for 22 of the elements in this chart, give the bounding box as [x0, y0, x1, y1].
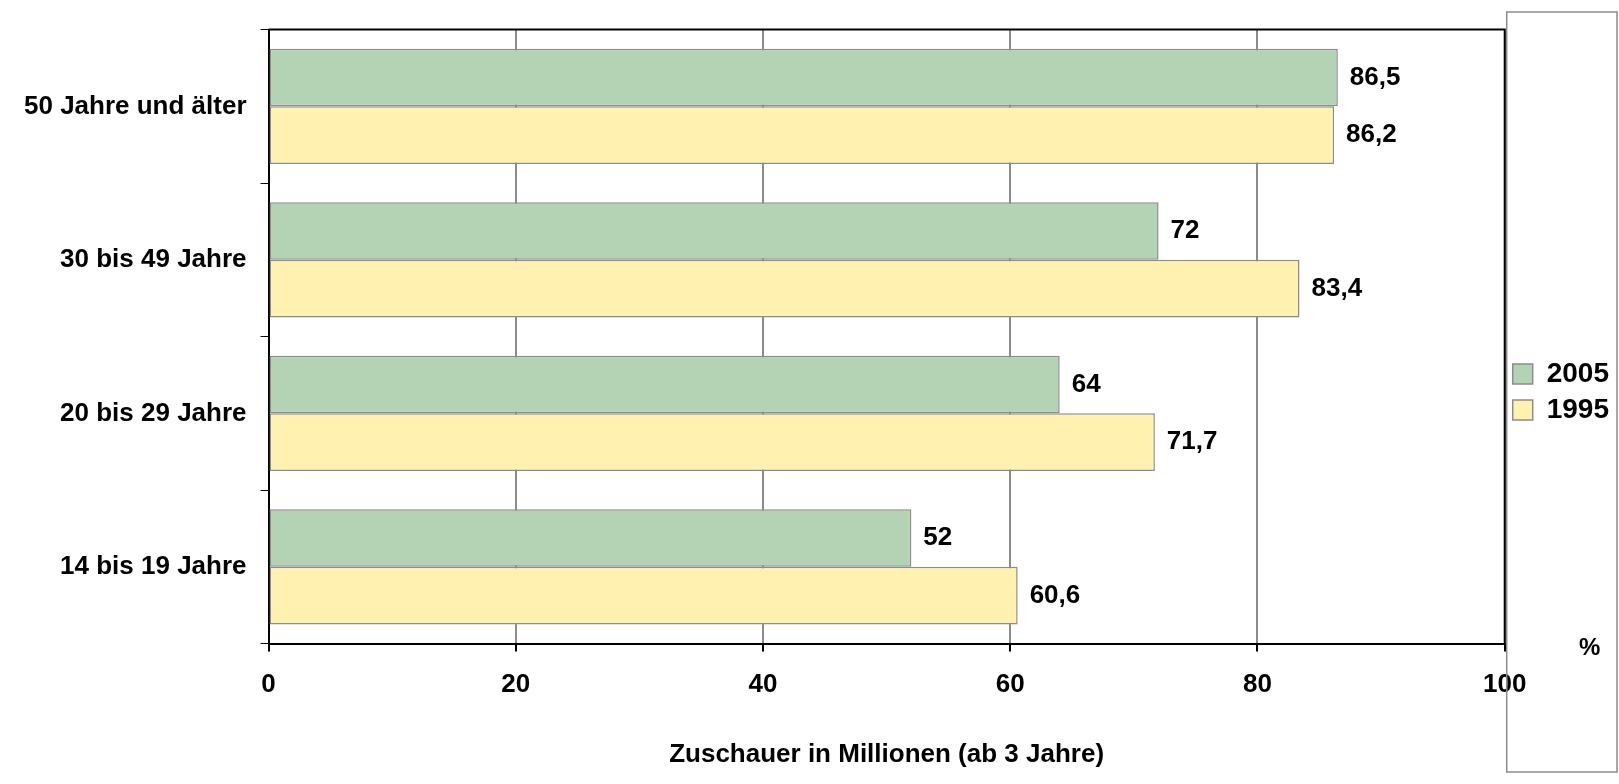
legend-label: 1995 [1546, 392, 1610, 424]
data-label: 52 [923, 521, 953, 552]
y-tick-label: 50 Jahre und älter [23, 89, 247, 120]
data-label: 64 [1071, 367, 1102, 398]
data-label: 83,4 [1311, 271, 1363, 302]
data-label: 71,7 [1166, 425, 1218, 456]
data-label: 86,2 [1346, 118, 1397, 149]
x-axis-title: Zuschauer in Millionen (ab 3 Jahre) [669, 737, 1105, 768]
text: % [1579, 633, 1601, 661]
data-label: 86,5 [1349, 60, 1401, 91]
x-tick-label: 60 [995, 668, 1025, 699]
x-tick-label: 80 [1243, 668, 1272, 699]
data-label: 72 [1170, 214, 1200, 245]
data-label: 60,6 [1029, 578, 1081, 609]
x-tick-label: 40 [748, 668, 778, 699]
y-tick-label: 30 bis 49 Jahre [60, 243, 247, 274]
y-tick-label: 14 bis 19 Jahre [60, 550, 247, 581]
y-tick-label: 20 bis 29 Jahre [60, 396, 247, 427]
x-tick-label: 0 [261, 668, 276, 699]
x-tick-label: 100 [1483, 668, 1527, 699]
legend-label: 2005 [1546, 356, 1610, 388]
x-tick-label: 20 [501, 668, 531, 699]
